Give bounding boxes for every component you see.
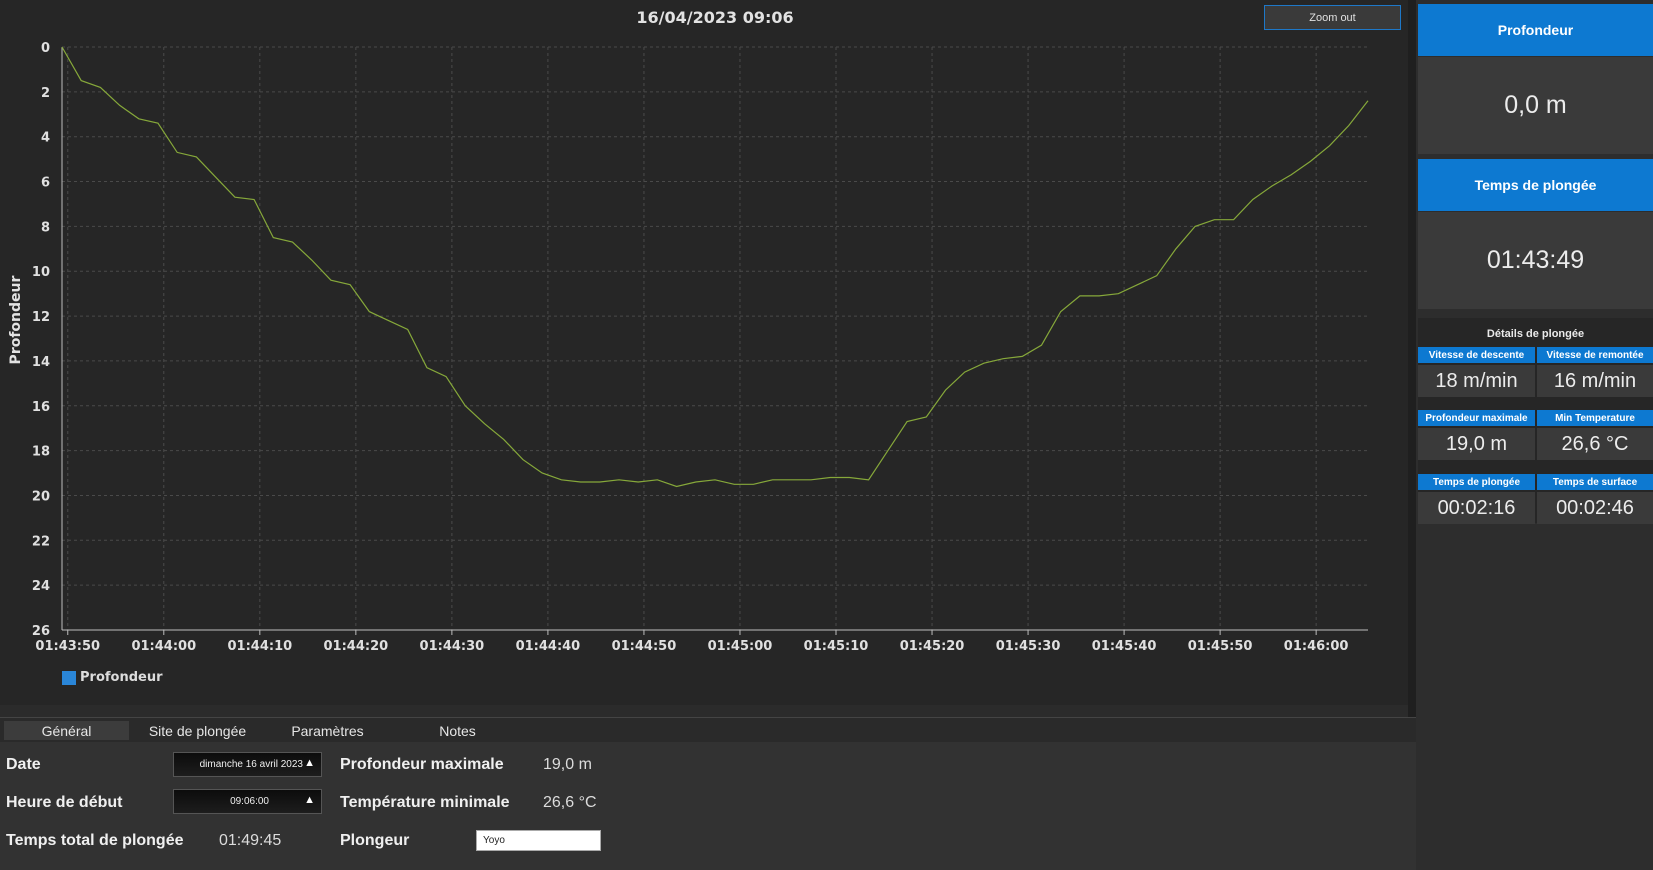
current-depth-value: 0,0 m — [1418, 57, 1653, 154]
descent-speed-label: Vitesse de descente — [1418, 347, 1535, 363]
dive-info-panel: Général Site de plongée Paramètres Notes… — [0, 717, 1416, 870]
y-tick-label: 12 — [32, 310, 50, 325]
start-time-value: 09:06:00 — [230, 796, 269, 807]
date-picker-value: dimanche 16 avril 2023 — [199, 759, 303, 770]
dive-details-title: Détails de plongée — [1486, 328, 1585, 340]
tab-general[interactable]: Général — [4, 721, 129, 740]
start-time-picker[interactable]: 09:06:00 ▲ — [173, 789, 322, 814]
date-label: Date — [6, 756, 41, 773]
y-tick-label: 2 — [41, 86, 50, 101]
depth-series-line — [61, 46, 1369, 488]
chart-legend[interactable]: Profondeur — [62, 670, 163, 685]
x-tick-label: 01:44:40 — [516, 639, 581, 654]
max-depth-field-label: Profondeur maximale — [340, 756, 504, 773]
y-tick-label: 6 — [41, 176, 50, 191]
dive-details-panel: Détails de plongée Vitesse de descente V… — [1418, 318, 1653, 524]
y-tick-label: 24 — [32, 579, 50, 594]
y-tick-label: 20 — [32, 489, 50, 504]
x-tick-label: 01:43:50 — [35, 639, 100, 654]
ascent-speed-label: Vitesse de remontée — [1537, 347, 1653, 363]
min-temperature-field-label: Température minimale — [340, 794, 510, 811]
diver-label: Plongeur — [340, 832, 410, 849]
surface-time-label: Temps de surface — [1537, 474, 1653, 490]
x-tick-label: 01:45:50 — [1188, 639, 1253, 654]
y-tick-label: 8 — [41, 220, 50, 235]
zoom-out-button[interactable]: Zoom out — [1264, 5, 1401, 30]
x-tick-label: 01:44:20 — [324, 639, 389, 654]
start-time-arrow-icon[interactable]: ▲ — [304, 794, 315, 806]
x-tick-label: 01:45:10 — [804, 639, 869, 654]
x-tick-label: 01:45:40 — [1092, 639, 1157, 654]
y-axis-title: Profondeur — [8, 275, 24, 365]
y-tick-label: 16 — [32, 400, 50, 415]
panel-divider[interactable] — [1408, 0, 1416, 870]
legend-label: Profondeur — [80, 670, 163, 685]
min-temperature-field-value: 26,6 °C — [543, 794, 597, 811]
chart-title: 16/04/2023 09:06 — [636, 8, 794, 27]
surface-time-value: 00:02:46 — [1537, 492, 1653, 524]
y-tick-label: 26 — [32, 624, 50, 639]
max-depth-field-value: 19,0 m — [543, 756, 592, 773]
y-tick-label: 4 — [41, 131, 50, 146]
total-dive-time-label: Temps total de plongée — [6, 832, 184, 849]
date-picker-arrow-icon[interactable]: ▲ — [304, 757, 315, 769]
dive-duration-value: 00:02:16 — [1418, 492, 1535, 524]
y-tick-label: 0 — [41, 41, 50, 56]
dive-time-header: Temps de plongée — [1418, 159, 1653, 211]
legend-swatch — [62, 670, 76, 685]
y-tick-label: 22 — [32, 534, 50, 549]
dive-summary-sidebar: Profondeur 0,0 m Temps de plongée 01:43:… — [1416, 0, 1653, 870]
tab-notes[interactable]: Notes — [439, 722, 476, 739]
x-tick-label: 01:44:10 — [227, 639, 292, 654]
x-tick-label: 01:44:30 — [420, 639, 485, 654]
tab-parameters[interactable]: Paramètres — [291, 722, 364, 739]
x-tick-label: 01:44:50 — [612, 639, 677, 654]
depth-chart-panel: 0 2 4 6 8 10 12 14 16 18 20 22 24 26 01:43:50 01:44:00 0… — [0, 0, 1408, 705]
total-dive-time-value: 01:49:45 — [219, 832, 282, 849]
y-tick-label: 18 — [32, 445, 50, 460]
x-tick-label: 01:45:20 — [900, 639, 965, 654]
tab-dive-site[interactable]: Site de plongée — [148, 722, 247, 739]
dive-duration-label: Temps de plongée — [1418, 474, 1535, 490]
date-picker[interactable]: dimanche 16 avril 2023 ▲ — [173, 752, 322, 777]
y-tick-label: 10 — [32, 265, 50, 280]
diver-input[interactable] — [476, 830, 601, 851]
ascent-speed-value: 16 m/min — [1537, 365, 1653, 397]
start-time-label: Heure de début — [6, 794, 123, 811]
min-temperature-value: 26,6 °C — [1537, 428, 1653, 460]
current-dive-time-value: 01:43:49 — [1418, 212, 1653, 309]
depth-header: Profondeur — [1418, 4, 1653, 56]
tab-bar: Général Site de plongée Paramètres Notes — [0, 718, 1416, 742]
x-tick-label: 01:44:00 — [131, 639, 196, 654]
min-temperature-label: Min Temperature — [1537, 410, 1653, 426]
y-tick-label: 14 — [32, 355, 50, 370]
descent-speed-value: 18 m/min — [1418, 365, 1535, 397]
max-depth-value: 19,0 m — [1418, 428, 1535, 460]
x-tick-label: 01:46:00 — [1284, 639, 1349, 654]
max-depth-label: Profondeur maximale — [1418, 410, 1535, 426]
x-tick-label: 01:45:00 — [708, 639, 773, 654]
x-tick-label: 01:45:30 — [996, 639, 1061, 654]
